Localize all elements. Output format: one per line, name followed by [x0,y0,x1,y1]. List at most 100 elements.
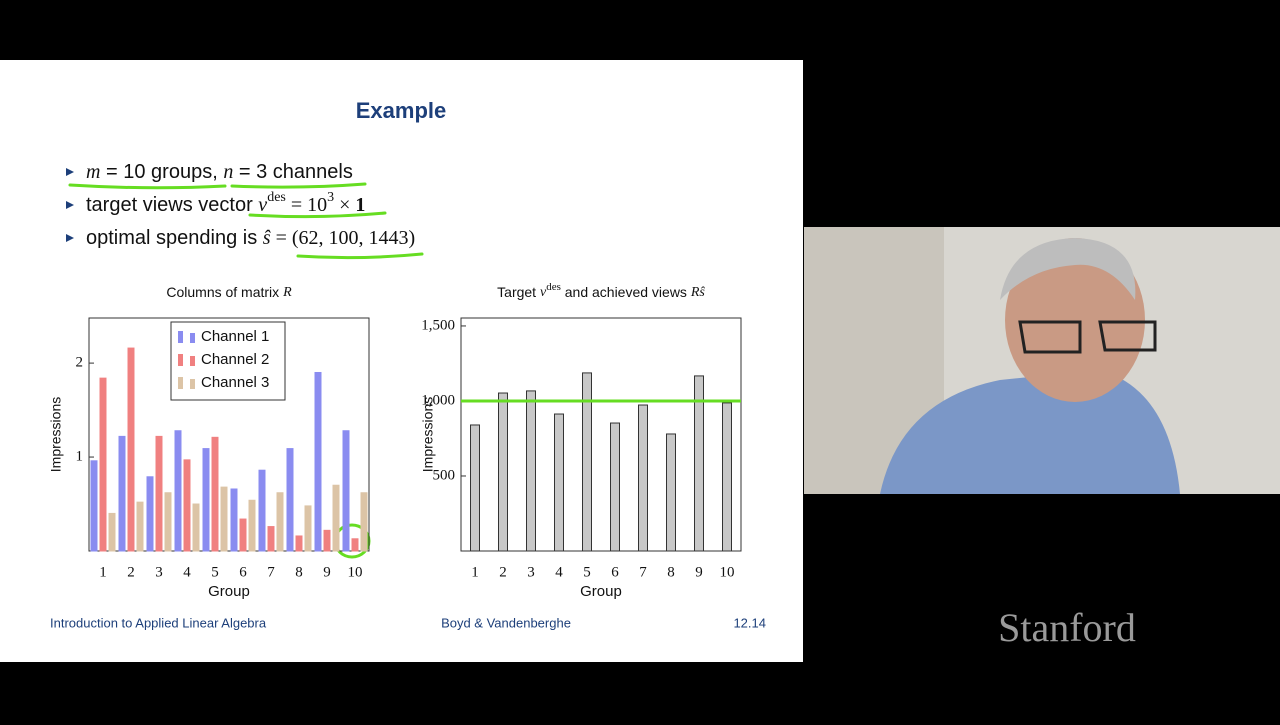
x-tick-label: 2 [499,564,507,580]
x-tick-label: 1 [99,564,107,580]
bar [174,430,182,552]
underline [68,183,227,190]
bar [90,460,98,552]
bar [498,392,508,552]
bar [118,435,126,552]
bar [146,476,154,552]
legend-label: Channel 1 [201,328,269,345]
bar [351,538,359,552]
legend-swatch [178,354,183,366]
bar [323,529,331,552]
math: v [258,194,267,216]
bar [164,492,172,552]
bar [211,436,219,552]
glasses [1018,320,1157,354]
bar [722,402,732,552]
x-tick-label: 3 [527,564,535,580]
y-tick-label: 1,500 [421,317,455,333]
footer-right: 12.14 [733,615,766,630]
x-tick-label: 10 [720,564,735,580]
y-tick-label: 1,000 [421,392,455,408]
y-tick-label: 1 [76,448,84,464]
bar [610,422,620,552]
plot-area [88,317,370,552]
x-tick-label: 2 [127,564,135,580]
slide-title: Example [356,98,447,123]
bullet: m = 10 groups, n = 3 channels [86,161,353,184]
title-part: Columns of matrix [166,284,283,300]
bullet: optimal spending is ŝ = (62, 100, 1443) [86,227,415,250]
underline [230,182,367,189]
footer-center: Boyd & Vandenberghe [441,615,571,630]
legend-label: Channel 3 [201,374,269,391]
bar [638,404,648,552]
hair [1000,238,1136,300]
bar [155,435,163,552]
bar [192,503,200,552]
bullets: m = 10 groups, n = 3 channels target vie… [66,161,415,250]
bar [248,499,256,552]
bar [314,371,322,552]
bar [220,486,228,552]
bar [276,492,284,552]
sup: des [267,190,286,205]
legend-swatch [190,333,195,343]
bar [239,518,247,552]
x-tick-label: 5 [583,564,591,580]
x-tick-label: 9 [695,564,703,580]
x-axis-label: Group [208,583,250,600]
x-tick-label: 3 [155,564,163,580]
bullet-marker [66,168,74,176]
bar [304,505,312,552]
bar [360,492,368,552]
bullet: target views vector vdes = 103 × 1 [86,190,365,216]
x-tick-label: 4 [555,564,563,580]
x-tick-label: 7 [639,564,647,580]
bullet-marker [66,201,74,209]
title-part: and achieved views [561,284,691,300]
x-tick-label: 7 [267,564,275,580]
x-tick-label: 1 [471,564,479,580]
title-part: Target [497,284,540,300]
bar [342,430,350,552]
bar [332,484,340,552]
legend-swatch [190,379,195,389]
plot-area [460,317,742,552]
x-tick-label: 8 [295,564,303,580]
bar [202,448,210,552]
bar [554,413,564,552]
x-tick-label: 6 [239,564,247,580]
x-tick-label: 4 [183,564,191,580]
text: target views vector [86,194,258,216]
bar [526,390,536,552]
legend-swatch [178,331,183,343]
watermark: Stanford [998,605,1136,650]
bar [470,424,480,552]
bar [258,469,266,552]
chart-title: Target vdes and achieved views Rŝ [497,281,705,301]
title-part: R [282,285,292,300]
math: = 10 [286,194,327,216]
math: n [223,161,233,183]
math: = (62, 100, 1443) [271,227,416,249]
title-part: Rŝ [690,285,706,300]
math: × [334,194,355,216]
slide [0,60,803,662]
bar [267,526,275,552]
footer-left: Introduction to Applied Linear Algebra [50,615,267,630]
bar [286,448,294,552]
underline [248,211,387,219]
y-tick-label: 500 [433,467,456,483]
sup: 3 [327,190,334,205]
bar [183,459,191,552]
x-axis-label: Group [580,583,622,600]
underline [296,252,424,260]
math: ŝ [263,227,271,249]
legend-label: Channel 2 [201,351,269,368]
face [1005,238,1145,402]
y-axis-label: Impressions [48,397,64,472]
bar [127,347,135,552]
bar [582,372,592,552]
